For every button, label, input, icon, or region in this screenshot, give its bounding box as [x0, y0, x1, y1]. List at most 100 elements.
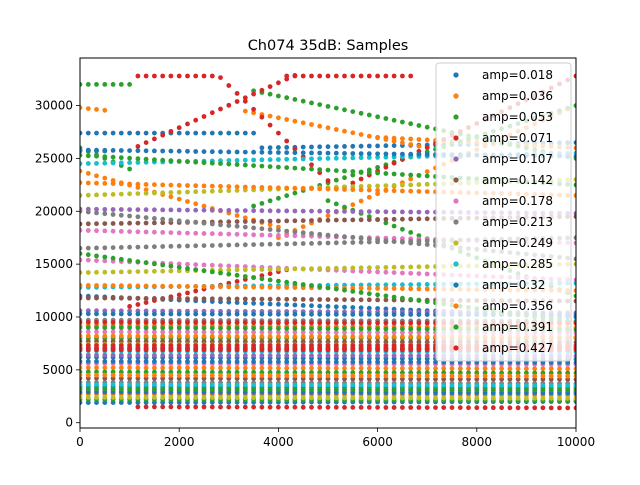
data-point — [110, 343, 116, 348]
data-point — [350, 109, 356, 114]
data-point — [309, 359, 314, 365]
data-point — [424, 312, 430, 317]
data-point — [127, 191, 132, 197]
data-point — [383, 387, 389, 392]
data-point — [466, 373, 471, 379]
data-point — [416, 395, 422, 401]
data-point — [400, 405, 405, 410]
data-point — [325, 240, 331, 246]
data-point — [383, 209, 389, 215]
data-point — [118, 130, 124, 136]
data-point — [424, 373, 430, 379]
data-point — [333, 201, 339, 207]
data-point — [292, 208, 298, 214]
data-point — [284, 343, 290, 348]
data-point — [540, 405, 546, 411]
data-point — [433, 373, 438, 379]
data-point — [251, 395, 256, 401]
data-point — [350, 143, 356, 149]
data-point — [300, 353, 306, 358]
data-point — [234, 395, 240, 401]
data-point — [143, 190, 149, 196]
data-point — [317, 395, 323, 401]
data-point — [135, 404, 141, 410]
legend-label: amp=0.018 — [482, 68, 553, 82]
data-point — [242, 347, 248, 353]
data-point — [259, 365, 265, 371]
data-point — [366, 265, 372, 271]
data-point — [499, 366, 504, 371]
data-point — [185, 243, 190, 249]
data-point — [358, 387, 364, 392]
data-point — [135, 214, 141, 220]
data-point — [118, 191, 124, 197]
data-point — [143, 244, 149, 250]
data-point — [176, 296, 182, 301]
data-point — [267, 157, 273, 163]
data-point — [251, 203, 256, 209]
data-point — [350, 187, 356, 193]
data-point — [383, 405, 389, 410]
data-point — [325, 347, 331, 353]
data-point — [325, 144, 331, 150]
data-point — [267, 353, 273, 358]
data-point — [85, 382, 91, 388]
data-point — [185, 261, 190, 267]
data-point — [102, 207, 108, 212]
data-point — [185, 395, 190, 400]
data-point — [118, 82, 124, 87]
data-point — [193, 220, 199, 225]
data-point — [408, 330, 414, 335]
legend-label: amp=0.036 — [482, 89, 553, 103]
data-point — [300, 208, 306, 214]
data-point — [391, 320, 397, 326]
data-point — [292, 241, 298, 247]
data-point — [416, 330, 422, 335]
data-point — [408, 297, 414, 302]
data-point — [358, 382, 364, 388]
data-point — [358, 110, 364, 116]
legend-marker — [453, 282, 459, 288]
data-point — [317, 359, 323, 365]
data-point — [102, 130, 108, 136]
data-point — [342, 304, 347, 310]
data-point — [284, 117, 290, 122]
data-point — [317, 144, 323, 150]
data-point — [317, 311, 323, 317]
data-point — [259, 373, 265, 378]
data-point — [366, 239, 372, 245]
data-point — [300, 326, 306, 331]
data-point — [300, 395, 306, 401]
data-point — [168, 386, 174, 392]
data-point — [152, 73, 157, 79]
data-point — [226, 343, 232, 348]
data-point — [416, 123, 422, 128]
data-point — [251, 232, 256, 238]
data-point — [80, 208, 83, 214]
data-point — [325, 266, 331, 271]
data-point — [408, 286, 414, 292]
data-point — [226, 267, 232, 273]
data-point — [358, 209, 364, 215]
data-point — [490, 405, 496, 411]
data-point — [276, 266, 281, 272]
data-point — [383, 326, 389, 332]
legend-item: amp=0.142 — [453, 173, 553, 187]
data-point — [259, 201, 265, 206]
data-point — [333, 334, 339, 339]
data-point — [309, 297, 314, 302]
data-point — [400, 119, 405, 125]
data-point — [325, 312, 331, 317]
data-point — [168, 365, 174, 371]
data-point — [350, 382, 356, 388]
data-point — [209, 386, 215, 392]
data-point — [366, 155, 372, 160]
data-point — [276, 386, 281, 392]
data-point — [143, 260, 149, 266]
data-point — [135, 144, 141, 149]
data-point — [358, 353, 364, 359]
data-point — [267, 284, 273, 290]
data-point — [424, 387, 430, 392]
legend-label: amp=0.427 — [482, 341, 553, 355]
data-point — [292, 185, 298, 191]
